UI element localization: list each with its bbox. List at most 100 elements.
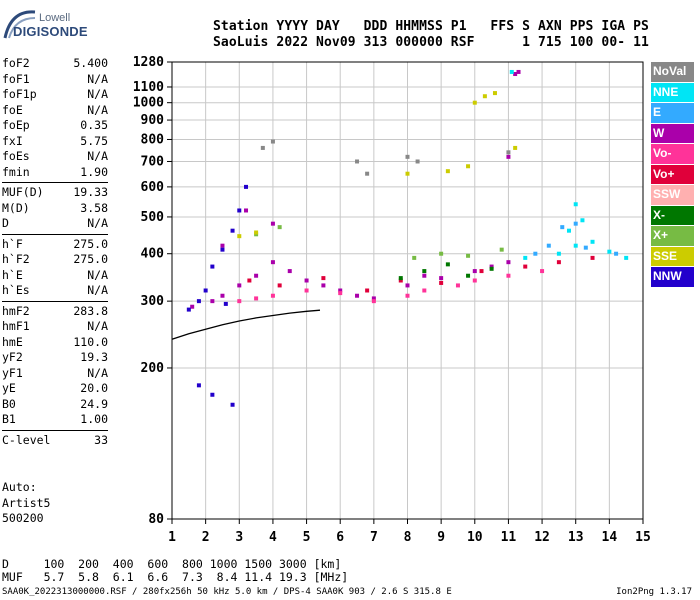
echo-point xyxy=(566,228,571,233)
y-tick-label: 600 xyxy=(141,180,165,195)
echo-point xyxy=(365,288,370,293)
echo-point xyxy=(304,288,309,293)
echo-point xyxy=(590,239,595,244)
echo-point xyxy=(237,299,242,304)
echo-point xyxy=(254,230,259,235)
echo-point xyxy=(466,253,471,258)
x-tick-label: 8 xyxy=(404,530,412,545)
y-tick-label: 800 xyxy=(141,132,165,147)
echo-point xyxy=(580,218,585,223)
param-value: 33 xyxy=(94,432,108,447)
param-value: 20.0 xyxy=(80,381,108,395)
echo-point xyxy=(270,139,275,144)
echo-point xyxy=(223,301,228,306)
echo-point xyxy=(506,150,511,155)
echo-point xyxy=(186,307,191,312)
echo-point xyxy=(439,251,444,256)
y-tick-label: 1000 xyxy=(133,96,164,111)
param-name: hmF2 xyxy=(2,303,30,318)
footer-file-info: SAA0K_2022313000000.RSF / 280fx256h 50 k… xyxy=(2,587,452,597)
echo-point xyxy=(509,69,514,74)
param-row: yF1 N/A xyxy=(2,366,108,382)
param-value: N/A xyxy=(87,216,108,230)
x-tick-label: 14 xyxy=(602,530,618,545)
footer-version: Ion2Png 1.3.17 xyxy=(616,587,692,597)
param-name: foEp xyxy=(2,118,30,132)
muf-label: MUF xyxy=(2,570,23,584)
param-row: foE N/A xyxy=(2,103,108,119)
echo-point xyxy=(583,245,588,250)
legend-item: Vo- xyxy=(651,144,694,164)
x-tick-label: 6 xyxy=(336,530,344,545)
param-name: foF2 xyxy=(2,56,30,70)
param-value: 5.400 xyxy=(73,56,108,70)
param-row: foF1 N/A xyxy=(2,72,108,88)
echo-point xyxy=(270,293,275,298)
param-value: N/A xyxy=(87,267,108,282)
y-tick-label: 1280 xyxy=(133,55,164,70)
auto-program: Artist5 xyxy=(2,495,51,510)
x-tick-label: 10 xyxy=(467,530,483,545)
param-name: B1 xyxy=(2,412,16,426)
param-row: foEs N/A xyxy=(2,149,108,165)
param-value: 283.8 xyxy=(73,303,108,318)
param-name: yF2 xyxy=(2,350,23,364)
echo-point xyxy=(466,273,471,278)
auto-version: 500200 xyxy=(2,511,44,525)
echo-point xyxy=(590,255,595,260)
header-line-2: SaoLuis 2022 Nov09 313 000000 RSF 1 715 … xyxy=(213,35,649,50)
param-name: hmE xyxy=(2,334,23,349)
param-value: N/A xyxy=(87,283,108,297)
echo-point xyxy=(499,247,504,252)
param-row: hmF2 283.8 xyxy=(2,304,108,320)
echo-point xyxy=(230,402,235,407)
param-name: foF1 xyxy=(2,71,30,86)
echo-point xyxy=(492,91,497,96)
echo-point xyxy=(210,264,215,269)
param-row: C-level 33 xyxy=(2,433,108,449)
echo-point xyxy=(412,255,417,260)
param-name: D xyxy=(2,216,9,230)
echo-point xyxy=(220,243,225,248)
echo-point xyxy=(624,255,629,260)
echo-point xyxy=(405,171,410,176)
param-value: 275.0 xyxy=(73,236,108,251)
echo-point xyxy=(479,269,484,274)
legend-item: SSE xyxy=(651,246,694,266)
echo-point xyxy=(237,283,242,288)
echo-point xyxy=(614,251,619,256)
param-value: N/A xyxy=(87,102,108,117)
chart-marks xyxy=(186,69,629,407)
echo-point xyxy=(506,154,511,159)
param-row: hmE 110.0 xyxy=(2,335,108,351)
param-row: h`F 275.0 xyxy=(2,237,108,253)
param-row: yE 20.0 xyxy=(2,381,108,397)
param-separator xyxy=(2,233,108,235)
param-row: M(D) 3.58 xyxy=(2,201,108,217)
logo-text-lowell: Lowell xyxy=(39,12,71,24)
echo-point xyxy=(237,234,242,239)
param-row: h`E N/A xyxy=(2,268,108,284)
echo-point xyxy=(573,202,578,207)
echo-point xyxy=(523,264,528,269)
echo-point xyxy=(210,299,215,304)
x-tick-label: 11 xyxy=(501,530,517,545)
param-row: foF2 5.400 xyxy=(2,56,108,72)
echo-point xyxy=(513,145,518,150)
echo-point xyxy=(482,94,487,99)
param-name: MUF(D) xyxy=(2,185,44,199)
echo-point xyxy=(422,273,427,278)
echo-point xyxy=(244,208,249,213)
param-row: h`F2 275.0 xyxy=(2,252,108,268)
param-value: 24.9 xyxy=(80,396,108,411)
echo-point xyxy=(533,251,538,256)
x-tick-label: 7 xyxy=(370,530,378,545)
echo-point xyxy=(203,288,208,293)
param-row: B0 24.9 xyxy=(2,397,108,413)
echo-point xyxy=(277,225,282,230)
legend-item: NoVal xyxy=(651,62,694,82)
echo-point xyxy=(230,228,235,233)
param-value: 110.0 xyxy=(73,334,108,349)
param-value: N/A xyxy=(87,87,108,101)
scaled-parameters-panel: foF2 5.400 foF1 N/A foF1p N/A foE N/A foEp 0.35 fx… xyxy=(2,56,108,448)
